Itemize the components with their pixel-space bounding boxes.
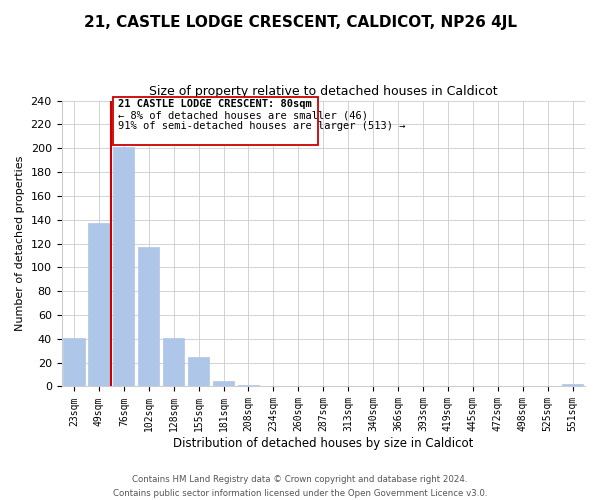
Text: 21 CASTLE LODGE CRESCENT: 80sqm: 21 CASTLE LODGE CRESCENT: 80sqm: [118, 100, 311, 110]
X-axis label: Distribution of detached houses by size in Caldicot: Distribution of detached houses by size …: [173, 437, 473, 450]
Bar: [562, 384, 583, 386]
Text: ← 8% of detached houses are smaller (46): ← 8% of detached houses are smaller (46): [118, 110, 368, 120]
Bar: [138, 247, 160, 386]
Text: Contains HM Land Registry data © Crown copyright and database right 2024.
Contai: Contains HM Land Registry data © Crown c…: [113, 476, 487, 498]
Text: 21, CASTLE LODGE CRESCENT, CALDICOT, NP26 4JL: 21, CASTLE LODGE CRESCENT, CALDICOT, NP2…: [83, 15, 517, 30]
Text: 91% of semi-detached houses are larger (513) →: 91% of semi-detached houses are larger (…: [118, 121, 405, 131]
Bar: [213, 380, 234, 386]
Y-axis label: Number of detached properties: Number of detached properties: [15, 156, 25, 331]
Bar: [163, 338, 184, 386]
Bar: [113, 147, 134, 386]
FancyBboxPatch shape: [113, 97, 318, 144]
Title: Size of property relative to detached houses in Caldicot: Size of property relative to detached ho…: [149, 85, 497, 98]
Bar: [64, 338, 85, 386]
Bar: [188, 356, 209, 386]
Bar: [88, 224, 110, 386]
